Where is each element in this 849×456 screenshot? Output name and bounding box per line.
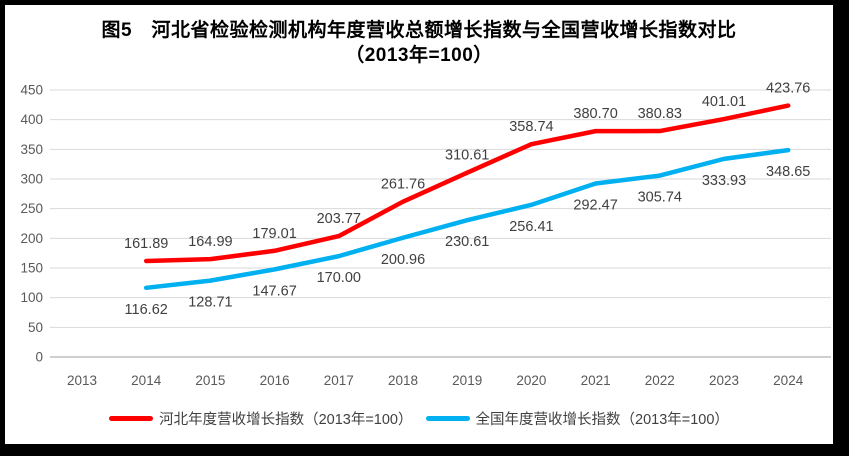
x-tick-label: 2018 bbox=[388, 373, 418, 388]
series-line[interactable] bbox=[143, 103, 791, 264]
x-tick-label: 2015 bbox=[195, 373, 225, 388]
legend: 河北年度营收增长指数（2013年=100） 全国年度营收增长指数（2013年=1… bbox=[5, 408, 833, 429]
y-tick-label: 150 bbox=[20, 261, 43, 276]
data-label: 116.62 bbox=[125, 302, 168, 318]
data-label: 179.01 bbox=[252, 226, 296, 242]
series-line[interactable] bbox=[143, 147, 791, 291]
legend-label-hebei: 河北年度营收增长指数（2013年=100） bbox=[159, 412, 413, 428]
data-label: 348.65 bbox=[766, 164, 810, 180]
x-tick-label: 2017 bbox=[324, 373, 354, 388]
y-tick-label: 250 bbox=[20, 201, 43, 216]
national-line-swatch-icon bbox=[425, 416, 470, 421]
data-label: 164.99 bbox=[188, 234, 232, 250]
data-label: 423.76 bbox=[766, 81, 810, 97]
x-tick-label: 2021 bbox=[581, 373, 611, 388]
y-tick-label: 0 bbox=[35, 350, 43, 365]
data-label: 305.74 bbox=[638, 190, 682, 206]
data-label: 380.83 bbox=[638, 106, 682, 122]
data-label: 380.70 bbox=[573, 106, 617, 122]
x-tick-label: 2013 bbox=[67, 373, 97, 388]
data-label: 261.76 bbox=[381, 177, 425, 193]
y-tick-label: 450 bbox=[20, 83, 43, 98]
y-tick-label: 50 bbox=[28, 320, 43, 335]
data-label: 230.61 bbox=[445, 234, 489, 250]
data-label: 161.89 bbox=[124, 236, 168, 252]
data-label: 333.93 bbox=[702, 173, 746, 189]
x-tick-label: 2022 bbox=[645, 373, 675, 388]
chart-canvas: 图5 河北省检验检测机构年度营收总额增长指数与全国营收增长指数对比 （2013年… bbox=[5, 5, 833, 444]
x-tick-label: 2020 bbox=[516, 373, 546, 388]
y-tick-label: 400 bbox=[20, 112, 43, 127]
chart-title-line2: （2013年=100） bbox=[345, 45, 493, 66]
y-tick-label: 200 bbox=[20, 231, 43, 246]
hebei-line-swatch-icon bbox=[109, 416, 154, 421]
data-label: 292.47 bbox=[573, 197, 617, 213]
x-tick-label: 2023 bbox=[709, 373, 739, 388]
x-tick-label: 2024 bbox=[773, 373, 804, 388]
legend-label-national: 全国年度营收增长指数（2013年=100） bbox=[475, 412, 729, 428]
x-tick-label: 2019 bbox=[452, 373, 482, 388]
data-label: 203.77 bbox=[317, 211, 361, 227]
chart-title-line1: 图5 河北省检验检测机构年度营收总额增长指数与全国营收增长指数对比 bbox=[101, 20, 737, 41]
data-label: 200.96 bbox=[381, 252, 425, 268]
x-tick-label: 2016 bbox=[260, 373, 290, 388]
plot-area: 0 50 100 150 200 250 300 350 400 450 2013 2014 2015 2… bbox=[20, 81, 831, 388]
y-tick-label: 350 bbox=[20, 142, 43, 157]
y-tick-label: 100 bbox=[20, 290, 43, 305]
data-label: 147.67 bbox=[252, 283, 296, 299]
data-label: 170.00 bbox=[317, 270, 361, 286]
data-label: 256.41 bbox=[509, 219, 553, 235]
y-tick-label: 300 bbox=[20, 172, 43, 187]
data-label: 401.01 bbox=[702, 94, 746, 110]
chart-title: 图5 河北省检验检测机构年度营收总额增长指数与全国营收增长指数对比 （2013年… bbox=[5, 18, 833, 68]
x-tick-label: 2014 bbox=[131, 373, 162, 388]
data-label: 310.61 bbox=[445, 148, 489, 164]
data-label: 358.74 bbox=[509, 119, 553, 135]
legend-item-hebei[interactable]: 河北年度营收增长指数（2013年=100） bbox=[109, 408, 413, 429]
data-label: 128.71 bbox=[188, 295, 232, 311]
legend-item-national[interactable]: 全国年度营收增长指数（2013年=100） bbox=[425, 408, 729, 429]
